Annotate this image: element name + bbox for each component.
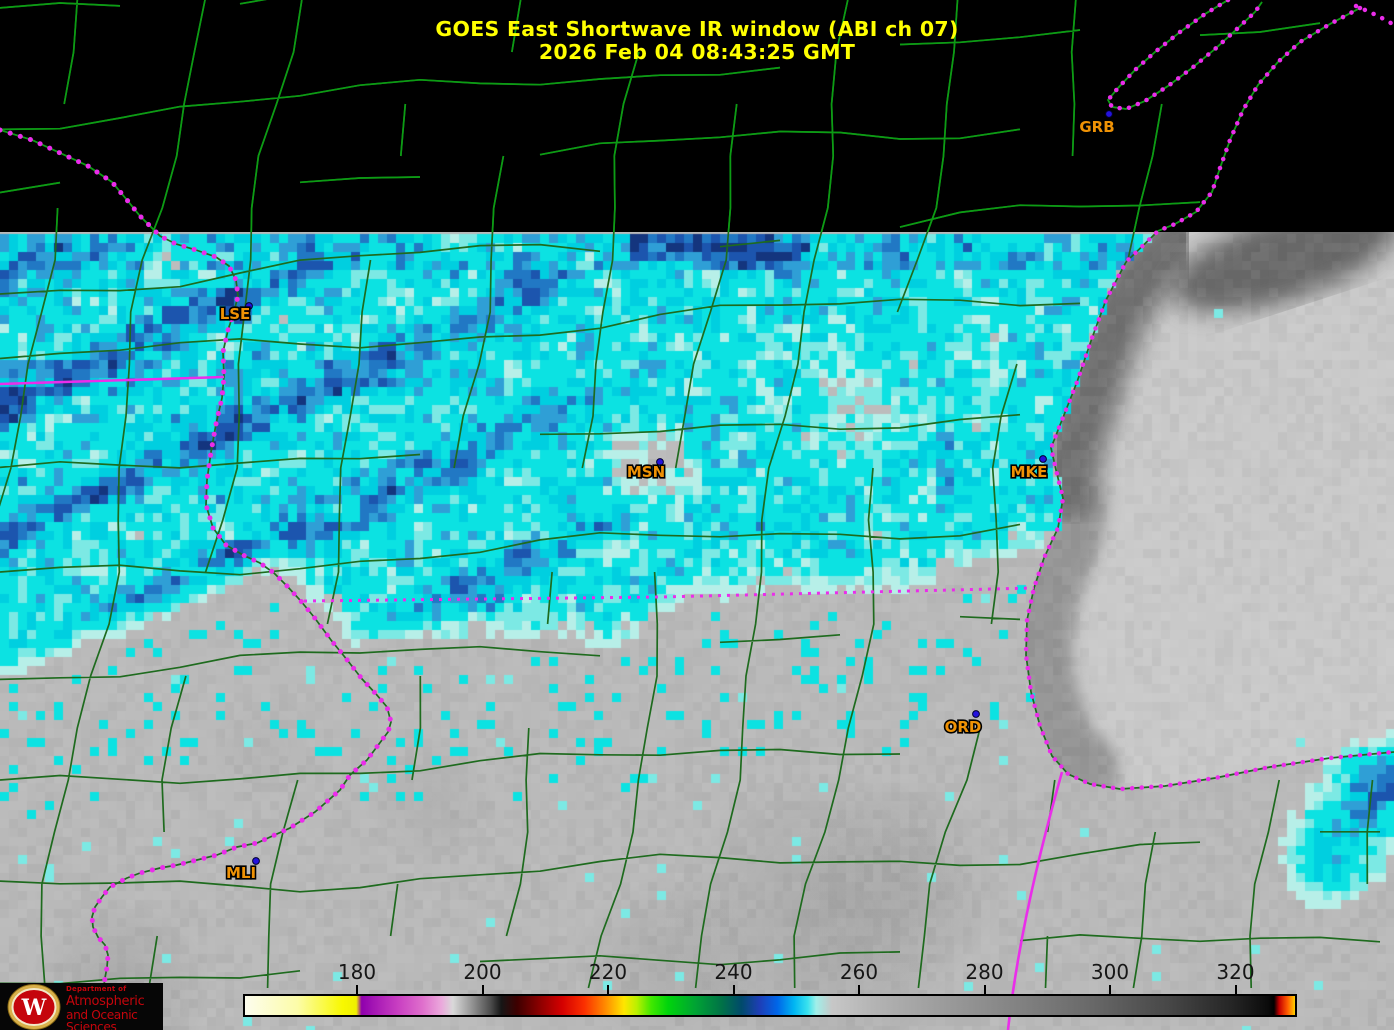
- border-mn-ia: [0, 375, 225, 386]
- crest-letter: W: [21, 995, 47, 1021]
- station-label-MLI: MLI: [226, 864, 256, 882]
- station-GRB: GRB: [1078, 110, 1116, 138]
- station-dot-ORD: [972, 710, 980, 718]
- uw-aos-logo: W Department of Atmospheric and Oceanic …: [0, 983, 163, 1030]
- station-dot-MSN: [656, 458, 664, 466]
- border-wi-il: [303, 586, 1035, 603]
- station-label-MKE: MKE: [1011, 463, 1048, 481]
- station-label-GRB: GRB: [1079, 118, 1114, 136]
- station-dot-LSE: [245, 302, 253, 310]
- station-MKE: MKE: [1009, 455, 1049, 483]
- logo-dept-line: Department of: [66, 985, 127, 993]
- border-il-in: [1006, 771, 1064, 1030]
- station-MLI: MLI: [224, 857, 260, 884]
- station-label-MSN: MSN: [627, 463, 665, 481]
- title-line-2: 2026 Feb 04 08:43:25 GMT: [538, 40, 856, 64]
- border-north-shore: [1353, 3, 1394, 28]
- image-title: GOES East Shortwave IR window (ABI ch 07…: [0, 18, 1394, 64]
- border-green-bay: [1105, 0, 1265, 112]
- station-dot-GRB: [1105, 110, 1113, 118]
- station-dot-MKE: [1039, 455, 1047, 463]
- station-label-LSE: LSE: [220, 305, 251, 323]
- title-line-1: GOES East Shortwave IR window (ABI ch 07…: [435, 17, 959, 41]
- border-lake-shore: [1023, 5, 1394, 792]
- border-mississippi-river: [0, 127, 394, 1030]
- station-markers: LSE MSN MKE GRB ORD MLI: [218, 110, 1116, 884]
- uw-crest-icon: W: [7, 984, 61, 1030]
- station-label-ORD: ORD: [945, 718, 982, 736]
- no-data-sky-region: [0, 0, 1394, 232]
- station-dot-MLI: [252, 857, 260, 865]
- logo-name-line2: and Oceanic Sciences: [66, 1008, 138, 1030]
- station-ORD: ORD: [943, 710, 983, 738]
- station-LSE: LSE: [218, 302, 253, 325]
- logo-name-line1: Atmospheric: [66, 994, 145, 1009]
- station-MSN: MSN: [625, 458, 667, 483]
